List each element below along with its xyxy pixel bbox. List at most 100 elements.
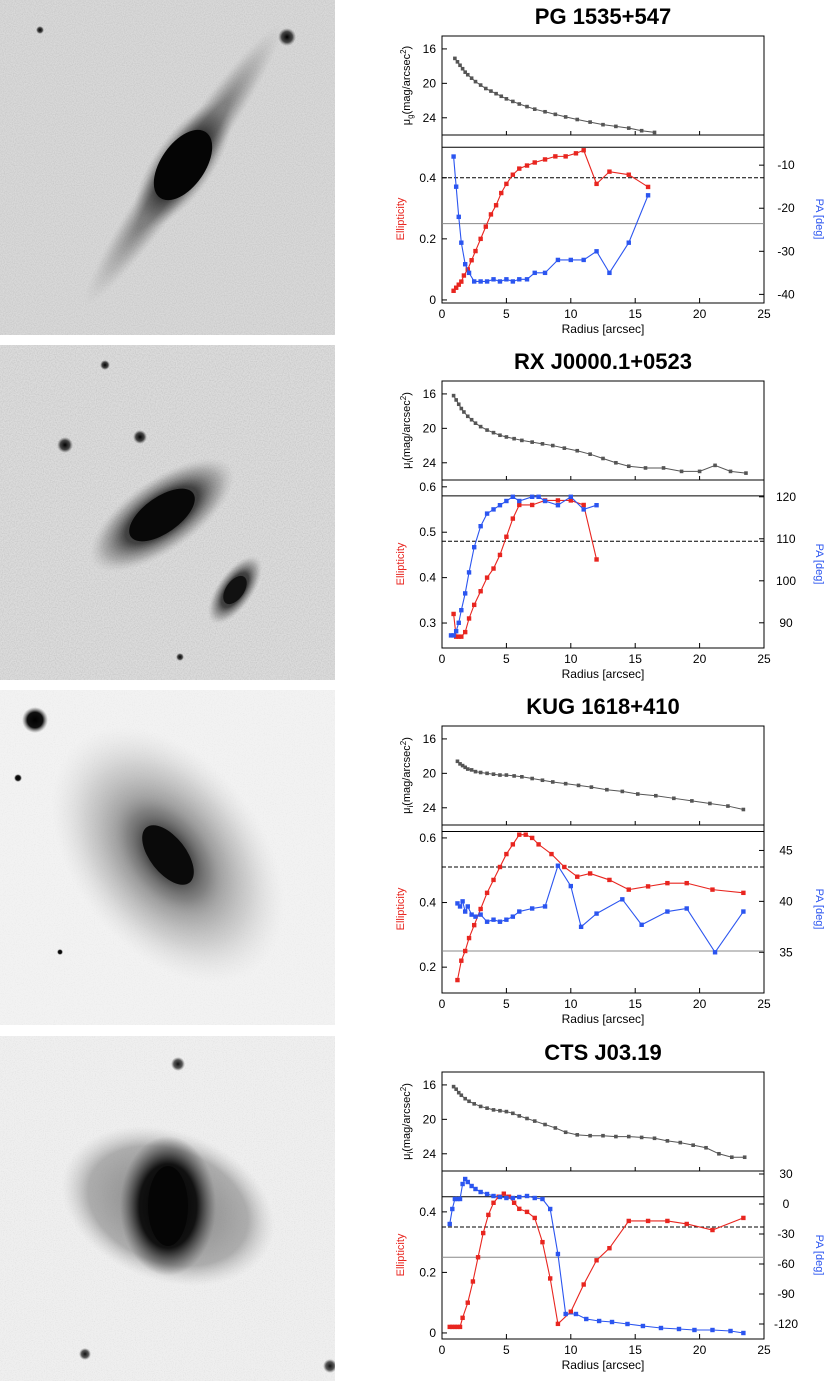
chart-1-ellipticity-point xyxy=(488,212,494,217)
chart-1-bottom-ytick-label: 0 xyxy=(429,293,436,307)
chart-1-pa-point xyxy=(453,184,459,189)
chart-4-top-ytick-label: 24 xyxy=(423,1147,437,1161)
chart-2-profile-point xyxy=(459,406,464,411)
chart-4-ellipticity-point xyxy=(457,1324,463,1330)
chart-4-xtick-label: 15 xyxy=(629,1343,643,1357)
chart-4-profile-point xyxy=(451,1084,456,1089)
chart-4-ellipticity-point xyxy=(684,1221,689,1227)
chart-4-profile-point xyxy=(563,1130,568,1135)
chart-3-top-ytick-label: 20 xyxy=(423,766,437,780)
chart-2-ellipticity-point xyxy=(517,502,522,508)
chart-3-xtick-label: 5 xyxy=(503,997,510,1011)
galaxy-row-4: CTS J03.19 16 20 24 μi(mag/arcsec2) 0 0.2 0.4 30… xyxy=(0,1036,830,1381)
galaxy-image-1 xyxy=(0,0,335,335)
chart-2-xtick-label: 10 xyxy=(564,652,578,666)
chart-2-ellipticity-label: Ellipticity xyxy=(395,542,407,585)
chart-4-profile-point xyxy=(639,1135,644,1140)
chart-3-profile-point xyxy=(473,769,478,774)
chart-4-ellipticity-point xyxy=(455,1324,460,1330)
chart-4-ellipticity-point xyxy=(645,1218,651,1224)
chart-3-title: KUG 1618+410 xyxy=(526,694,680,719)
chart-3-profile-point xyxy=(620,789,625,794)
chart-3-ellipticity-point xyxy=(536,842,541,847)
chart-1-profile-point xyxy=(494,91,498,96)
chart-3-profile-point xyxy=(690,799,694,803)
chart-4-pa-point xyxy=(710,1327,715,1333)
chart-1-ellipticity-point xyxy=(594,181,599,187)
chart-1-pa-point xyxy=(462,262,468,267)
chart-4-profile-point xyxy=(575,1133,580,1137)
chart-2-pa-point xyxy=(478,524,483,529)
chart-3-ellipticity-point xyxy=(459,958,464,963)
chart-3-ellipticity-point xyxy=(455,977,460,983)
chart-2-pa-point xyxy=(529,494,535,499)
chart-1-top-ytick-label: 24 xyxy=(423,111,437,125)
chart-3-xtick-label: 25 xyxy=(757,997,771,1011)
chart-2-ellipticity-point xyxy=(594,557,599,562)
chart-3-profile-point xyxy=(469,768,474,772)
chart-4-profile-point xyxy=(626,1134,631,1139)
chart-3-pa-point xyxy=(478,912,483,917)
chart-4-pa-point xyxy=(510,1195,516,1201)
chart-3-profile-point xyxy=(563,781,568,786)
chart-3-bottom-y2tick-label: 40 xyxy=(779,894,793,908)
chart-4-xtick-label: 20 xyxy=(693,1343,707,1357)
chart-1-ellipticity-point xyxy=(563,154,568,159)
chart-2-bottom-frame xyxy=(441,479,765,649)
chart-2-pa-point xyxy=(581,507,586,512)
chart-4-ellipticity-point xyxy=(447,1324,452,1330)
chart-4-top-ylabel: μi(mag/arcsec2) xyxy=(399,1083,415,1160)
chart-2-ellipticity-point xyxy=(529,502,535,508)
chart-4-pa-point xyxy=(547,1206,553,1212)
chart-1-profile-point xyxy=(489,89,493,93)
chart-3-ellipticity-point xyxy=(517,832,522,837)
chart-2-bottom-y2tick-label: 120 xyxy=(776,490,796,504)
chart-4-pa-point xyxy=(457,1196,463,1202)
chart-3-pa-point xyxy=(665,909,670,914)
chart-1-bottom-y2tick-label: -40 xyxy=(777,287,795,301)
chart-3-profile-point xyxy=(458,762,462,766)
chart-4-bottom-y2tick-label: -30 xyxy=(777,1227,795,1241)
chart-4-profile-point xyxy=(678,1140,683,1145)
chart-2-pa-line xyxy=(451,496,597,636)
chart-2-pa-point xyxy=(497,503,503,508)
chart-2-ellipticity-point xyxy=(462,629,468,635)
chart-3-ellipticity-label: Ellipticity xyxy=(395,887,407,930)
chart-3-profile-point xyxy=(498,773,502,777)
chart-4-ellipticity-point xyxy=(594,1258,599,1263)
chart-3-top-ytick-label: 24 xyxy=(423,801,437,815)
chart-3-pa-label: PA [deg] xyxy=(813,889,825,930)
chart-1-bottom-y2tick-label: -20 xyxy=(777,201,795,215)
chart-3-pa-line xyxy=(457,864,744,954)
chart-2-profile-point xyxy=(697,469,702,474)
chart-2-ellipticity-point xyxy=(491,566,496,571)
chart-2-ellipticity-point xyxy=(484,575,490,580)
chart-4-top-ytick-label: 20 xyxy=(423,1112,437,1126)
chart-2-profile-point xyxy=(588,452,592,456)
chart-3-ellipticity-point xyxy=(497,864,503,870)
chart-2-ellipticity-point xyxy=(459,634,464,639)
chart-4-bottom-y2tick-label: 0 xyxy=(783,1197,790,1211)
chart-3-profile-point xyxy=(491,772,496,777)
chart-1-profile-point xyxy=(499,94,504,99)
chart-4-bottom-ytick-label: 0 xyxy=(429,1326,436,1340)
chart-2-bottom-ytick-label: 0.6 xyxy=(419,480,436,494)
chart-4-pa-point xyxy=(450,1206,455,1212)
chart-3-pa-point xyxy=(460,899,465,904)
chart-2-ellipticity-point xyxy=(451,611,456,617)
chart-4-profile-point xyxy=(543,1122,547,1127)
chart-4-ellipticity-point xyxy=(547,1276,553,1281)
chart-1-profile-point xyxy=(465,72,470,77)
chart-3-pa-point xyxy=(684,906,689,911)
chart-4-pa-point xyxy=(504,1195,509,1201)
chart-3-profile-point xyxy=(530,776,534,781)
chart-3-profile-point xyxy=(465,767,470,771)
chart-4-pa-point xyxy=(469,1183,474,1189)
chart-1-profile-line xyxy=(454,58,655,133)
chart-2-profile-point xyxy=(562,446,567,450)
chart-1-xtick-label: 15 xyxy=(629,307,643,321)
chart-2-title: RX J0000.1+0523 xyxy=(514,349,692,374)
chart-3-ellipticity-line xyxy=(456,834,744,981)
chart-2-profile-point xyxy=(626,464,631,469)
chart-1-xtick-label: 25 xyxy=(757,307,771,321)
